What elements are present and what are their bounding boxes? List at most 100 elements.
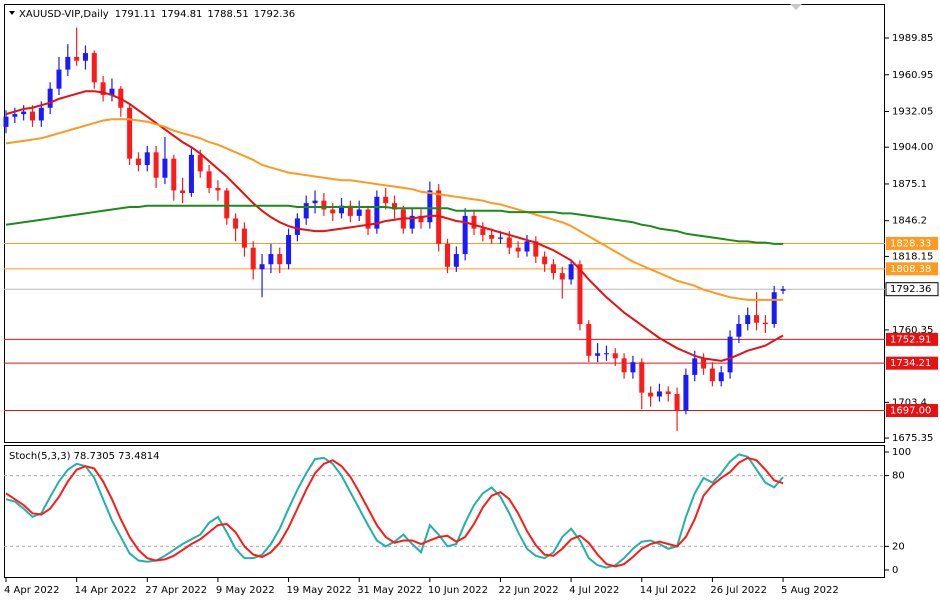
candle-body — [762, 322, 768, 325]
price-level-label: 1808.38 — [890, 264, 931, 275]
x-tick-label: 4 Apr 2022 — [4, 585, 59, 596]
y-tick-label: 1675.35 — [892, 433, 933, 444]
candle-body — [294, 218, 300, 235]
candle-body — [497, 237, 503, 239]
candle-body — [480, 228, 486, 235]
candle-body — [303, 203, 309, 219]
candle-body — [754, 315, 760, 323]
moving-average-line — [5, 90, 784, 362]
y-tick-label: 1818.15 — [892, 251, 933, 262]
candle-body — [47, 88, 53, 108]
candle-body — [709, 368, 715, 382]
candle-body — [621, 358, 627, 373]
candle-body — [568, 264, 574, 280]
stoch-panel-frame — [4, 445, 885, 578]
y-tick-label: 1703.4 — [892, 397, 927, 408]
candle-body — [12, 114, 18, 117]
candle-body — [542, 256, 548, 265]
last-low: 1788.51 — [207, 9, 248, 20]
candle-body — [82, 53, 88, 61]
candle-body — [259, 264, 265, 270]
candle-body — [3, 116, 9, 127]
candle-body — [224, 190, 230, 219]
last-open: 1791.11 — [115, 9, 156, 20]
price-level-box — [886, 262, 938, 276]
candle-body — [559, 273, 565, 280]
stoch-line — [5, 456, 784, 568]
symbol-title: XAUUSD-VIP,Daily — [19, 9, 109, 20]
candle-body — [38, 107, 44, 121]
x-tick-label: 4 Jul 2022 — [569, 585, 619, 596]
candle-body — [383, 196, 389, 204]
y-tick-label: 100 — [892, 447, 911, 458]
moving-average-line — [5, 204, 784, 245]
candle-body — [727, 336, 733, 373]
candle-body — [91, 53, 97, 83]
candle-body — [233, 218, 239, 229]
candle-body — [718, 372, 724, 382]
x-tick-label: 10 Jun 2022 — [428, 585, 488, 596]
x-tick-label: 27 Apr 2022 — [145, 585, 207, 596]
candle-body — [630, 362, 636, 373]
x-tick-label: 19 May 2022 — [287, 585, 352, 596]
y-tick-label: 1904.00 — [892, 142, 933, 153]
candle-body — [595, 353, 601, 356]
candle-body — [445, 243, 450, 267]
candle-body — [515, 247, 521, 252]
candle-body — [436, 190, 442, 244]
candle-body — [392, 203, 398, 210]
last-price-box — [885, 282, 939, 297]
price-level-label: 1752.91 — [890, 334, 931, 345]
candle-body — [215, 187, 221, 191]
x-tick-label: 5 Aug 2022 — [781, 585, 839, 596]
candle-body — [74, 56, 80, 61]
candle-body — [100, 82, 106, 96]
x-tick-label: 14 Jul 2022 — [640, 585, 697, 596]
price-level-box — [886, 404, 938, 418]
price-panel-frame — [4, 4, 885, 443]
candle-body — [250, 247, 256, 270]
candle-body — [339, 205, 345, 214]
candle-body — [277, 254, 283, 265]
y-tick-label: 1989.85 — [892, 33, 933, 44]
candle-body — [374, 196, 380, 229]
candle-body — [312, 200, 318, 204]
candle-body — [56, 69, 62, 89]
candle-body — [745, 315, 751, 325]
stoch-title: Stoch(5,3,3) 78.7305 73.4814 — [9, 451, 160, 462]
candle-body — [471, 215, 477, 229]
candle-body — [612, 353, 618, 359]
moving-average-line — [5, 118, 784, 301]
candle-body — [550, 264, 556, 274]
candle-body — [144, 152, 150, 166]
candle-body — [180, 190, 186, 193]
y-tick-label: 1932.05 — [892, 107, 933, 118]
candle-body — [109, 88, 115, 96]
candle-body — [692, 358, 698, 375]
candle-body — [135, 158, 141, 166]
candle-body — [21, 111, 27, 115]
y-tick-label: 20 — [892, 541, 905, 552]
price-level-box — [886, 236, 938, 250]
candle-body — [427, 190, 433, 223]
candle-body — [577, 264, 583, 325]
candle-body — [330, 209, 336, 214]
candle-body — [268, 254, 274, 265]
candle-body — [153, 152, 159, 178]
candle-body — [462, 215, 468, 255]
candle-body — [188, 154, 194, 193]
x-tick-label: 9 May 2022 — [216, 585, 275, 596]
scroll-marker — [790, 4, 802, 10]
candle-body — [418, 215, 424, 223]
price-level-box — [886, 332, 938, 346]
x-tick-label: 26 Jul 2022 — [710, 585, 767, 596]
candle-body — [347, 205, 353, 216]
candle-body — [648, 392, 654, 397]
last-high: 1794.81 — [161, 9, 202, 20]
price-level-label: 1828.33 — [890, 238, 931, 249]
candle-body — [506, 237, 512, 248]
candle-body — [321, 200, 327, 210]
candle-body — [603, 353, 609, 355]
